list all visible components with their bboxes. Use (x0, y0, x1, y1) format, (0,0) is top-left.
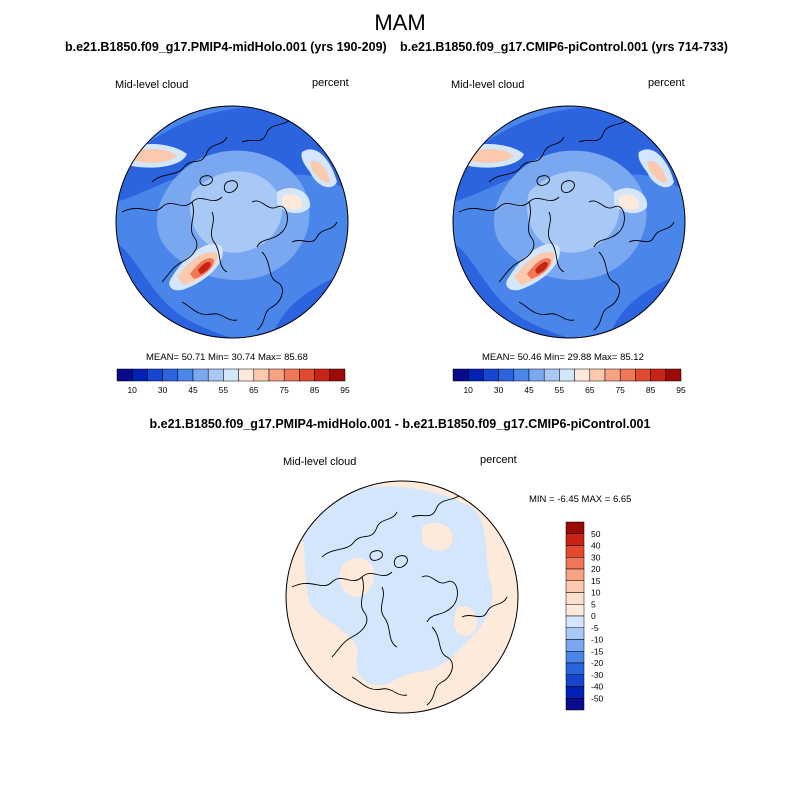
diff-colorbar-swatch (565, 557, 585, 570)
panel-2-colorbar-swatch (665, 368, 682, 382)
panel-1-colorbar-swatch (253, 368, 270, 382)
panel-1-colorbar-label: 10 (127, 385, 137, 395)
diff-colorbar-label: -5 (591, 623, 599, 633)
panel-2-colorbar-label: 95 (676, 385, 686, 395)
panel-1-colorbar-swatch (207, 368, 224, 382)
diff-colorbar-swatch (565, 686, 585, 699)
panel-2-colorbar-swatch (635, 368, 651, 382)
panel-2-colorbar-swatch (619, 368, 636, 382)
panel-2-variable: Mid-level cloud (451, 79, 525, 91)
diff-colorbar-swatch (565, 568, 585, 581)
panel-2-colorbar-swatch (513, 368, 530, 382)
diff-colorbar-label: -10 (591, 635, 604, 645)
panel-1-units: percent (312, 77, 349, 89)
panel-2-map (452, 105, 686, 339)
panel-2-colorbar-swatch (650, 368, 667, 382)
panel-2-colorbar-swatch (543, 368, 560, 382)
panel-2-case-title: b.e21.B1850.f09_g17.CMIP6-piControl.001 … (400, 40, 728, 54)
panel-1-colorbar-label: 75 (279, 385, 289, 395)
diff-colorbar-label: 50 (591, 529, 601, 539)
diff-colorbar-label: 5 (591, 599, 596, 609)
diff-colorbar-swatch (565, 592, 585, 605)
panel-1-colorbar-swatch (329, 368, 346, 382)
diff-units: percent (480, 454, 517, 466)
panel-2-colorbar-swatch (498, 368, 515, 382)
panel-2-colorbar-label: 65 (585, 385, 595, 395)
panel-1-map (115, 105, 349, 339)
diff-title: b.e21.B1850.f09_g17.PMIP4-midHolo.001 - … (149, 417, 651, 431)
panel-2-colorbar-label: 75 (615, 385, 625, 395)
diff-colorbar-swatch (565, 627, 585, 640)
diff-colorbar-label: 0 (591, 611, 596, 621)
diff-colorbar-label: 40 (591, 541, 601, 551)
panel-1-colorbar-swatch (162, 368, 179, 382)
diff-colorbar-label: 20 (591, 564, 601, 574)
panel-1-colorbar-swatch (238, 368, 255, 382)
diff-colorbar-label: -15 (591, 646, 604, 656)
panel-2-colorbar-swatch (589, 368, 606, 382)
diff-colorbar-swatch (565, 580, 585, 593)
panel-1-colorbar-label: 55 (219, 385, 229, 395)
diff-colorbar-swatch (565, 533, 585, 546)
panel-1-colorbar-swatch (299, 368, 315, 382)
panel-2-stats: MEAN= 50.46 Min= 29.88 Max= 85.12 (482, 352, 644, 363)
panel-2-colorbar-swatch (483, 368, 499, 382)
diff-colorbar-swatch (565, 604, 585, 617)
panel-1-case-title: b.e21.B1850.f09_g17.PMIP4-midHolo.001 (y… (65, 40, 387, 54)
diff-colorbar-swatch (565, 521, 585, 534)
diff-colorbar-swatch (565, 651, 585, 664)
panel-1-colorbar-swatch (116, 368, 133, 382)
panel-1-colorbar-swatch (147, 368, 163, 382)
diff-stats: MIN = -6.45 MAX = 6.65 (529, 494, 632, 505)
panel-1-colorbar-label: 95 (340, 385, 350, 395)
panel-2-colorbar: 10 30 45 55 65 75 85 95 (452, 368, 686, 395)
panel-1-colorbar-swatch (192, 368, 209, 382)
panel-2-colorbar-label: 55 (555, 385, 565, 395)
diff-colorbar-swatch (565, 698, 585, 711)
diff-colorbar-swatch (565, 639, 585, 652)
season-title: MAM (374, 10, 426, 35)
panel-2-colorbar-label: 45 (524, 385, 534, 395)
diff-colorbar-label: 10 (591, 588, 601, 598)
diff-colorbar-label: -30 (591, 670, 604, 680)
diff-map (285, 480, 519, 714)
panel-2-colorbar-swatch (604, 368, 621, 382)
panel-2-colorbar-swatch (467, 368, 484, 382)
panel-1-stats: MEAN= 50.71 Min= 30.74 Max= 85.68 (146, 352, 308, 363)
diff-variable: Mid-level cloud (283, 456, 357, 468)
panel-1-colorbar-swatch (268, 368, 285, 382)
panel-2-colorbar-label: 30 (494, 385, 504, 395)
panel-2-colorbar-swatch (528, 368, 545, 382)
diff-colorbar-label: -50 (591, 693, 604, 703)
diff-colorbar-swatch (565, 545, 585, 558)
panel-1-colorbar-label: 85 (310, 385, 320, 395)
diff-colorbar-label: -20 (591, 658, 604, 668)
panel-1-colorbar-swatch (314, 368, 331, 382)
panel-1-colorbar-swatch (177, 368, 194, 382)
panel-1-colorbar-label: 30 (158, 385, 168, 395)
diff-colorbar-label: 15 (591, 576, 601, 586)
panel-1-colorbar-swatch (283, 368, 300, 382)
panel-2-units: percent (648, 77, 685, 89)
panel-1-colorbar-swatch (131, 368, 148, 382)
diff-colorbar-swatch (565, 674, 585, 687)
panel-1-colorbar-swatch (223, 368, 239, 382)
panel-2-colorbar-swatch (452, 368, 469, 382)
panel-2-colorbar-swatch (559, 368, 575, 382)
panel-1-colorbar-label: 45 (188, 385, 198, 395)
panel-2-colorbar-swatch (574, 368, 591, 382)
diff-colorbar-label: 30 (591, 552, 601, 562)
panel-1-variable: Mid-level cloud (115, 79, 189, 91)
diff-colorbar-label: -40 (591, 682, 604, 692)
panel-2-colorbar-label: 85 (646, 385, 656, 395)
panel-2-colorbar-label: 10 (463, 385, 473, 395)
diff-colorbar-swatch (565, 615, 585, 628)
panel-1-colorbar-label: 65 (249, 385, 259, 395)
panel-1-colorbar: 10 30 45 55 65 75 85 95 (116, 368, 350, 395)
diff-colorbar-swatch (565, 662, 585, 675)
